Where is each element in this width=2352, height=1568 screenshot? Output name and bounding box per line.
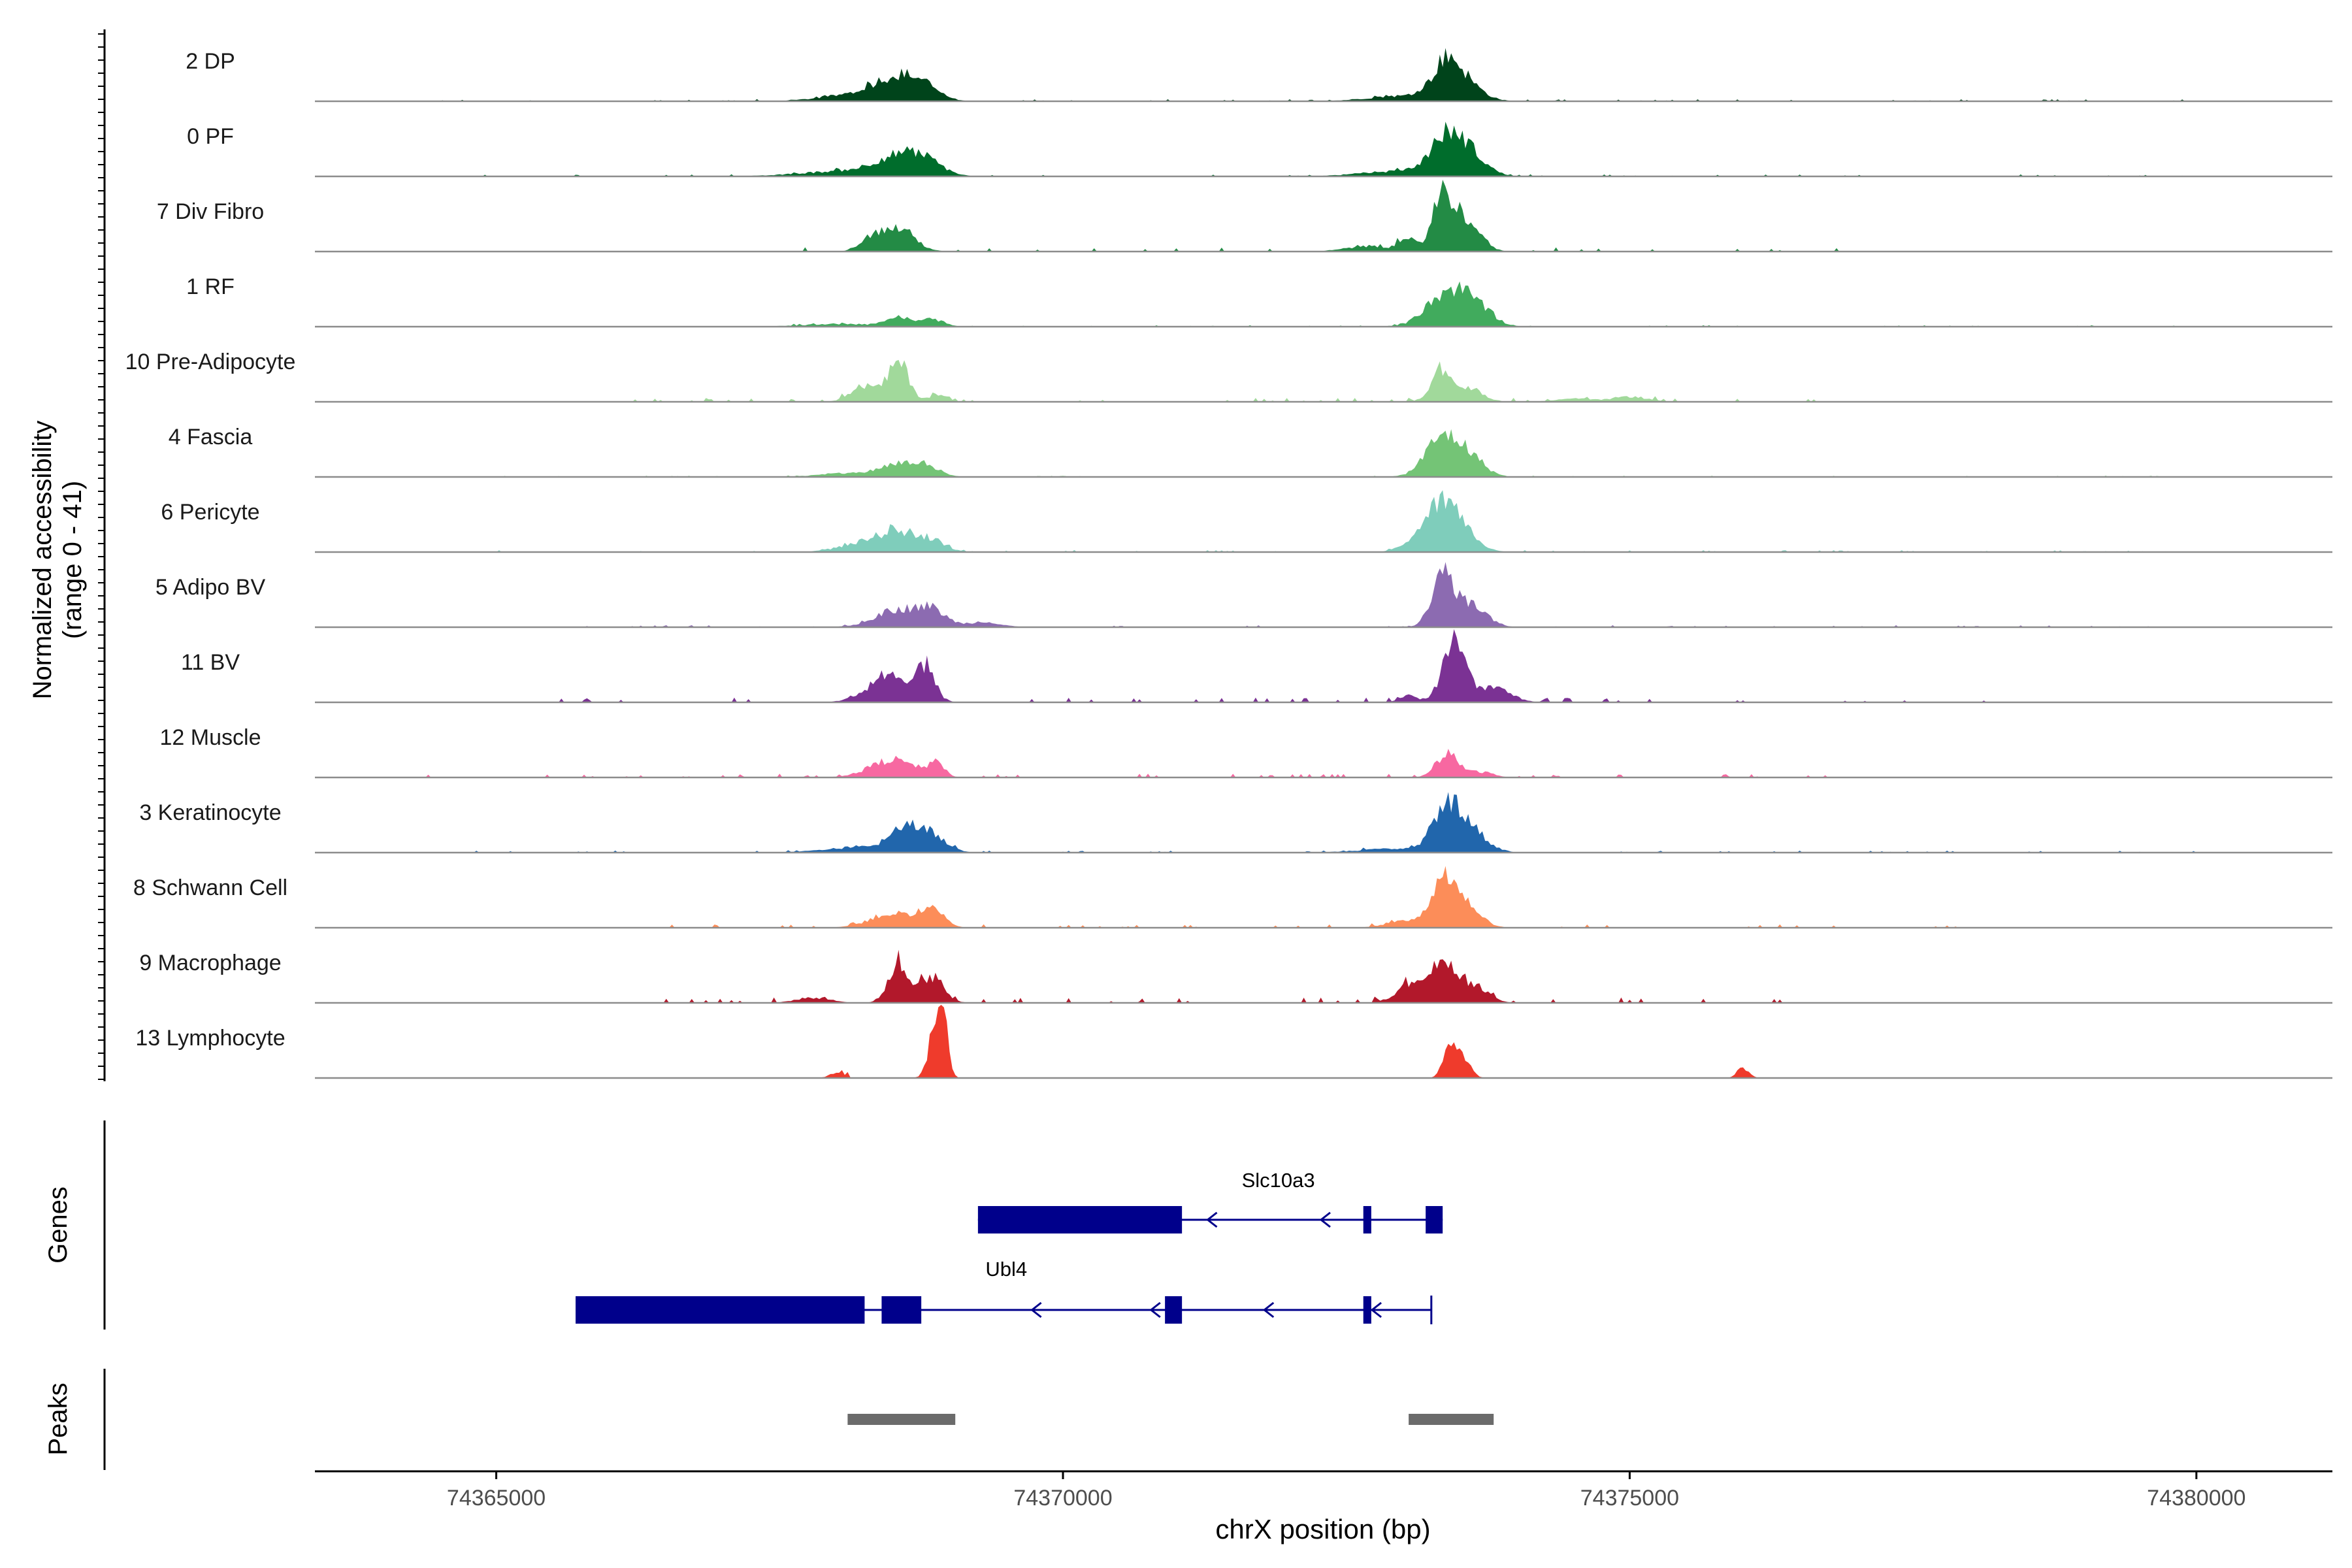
- genes-panel-title: Genes: [44, 1186, 73, 1264]
- coverage-tracks: 2 DP 0 PF 7 Div Fibro 1 RF 10 Pre-Adipocyte 4…: [125, 48, 2332, 1079]
- gene-exon: [1426, 1206, 1443, 1233]
- accessibility-axis-ticks: [98, 33, 105, 1080]
- coverage-area: [315, 1005, 2332, 1078]
- track-label: 8 Schwann Cell: [133, 875, 287, 900]
- track-label: 1 RF: [186, 274, 235, 299]
- coverage-area: [315, 490, 2332, 552]
- x-tick-label: 74365000: [447, 1486, 546, 1511]
- track-6-pericyte: 6 Pericyte: [161, 490, 2332, 553]
- coverage-area: [315, 949, 2332, 1003]
- strand-arrow: [1149, 1301, 1161, 1318]
- accessibility-axis: [98, 29, 106, 1081]
- track-label: 4 Fascia: [169, 425, 253, 449]
- gene-exon: [1165, 1296, 1183, 1324]
- track-2-dp: 2 DP: [186, 48, 2332, 103]
- track-5-adipo-bv: 5 Adipo BV: [155, 562, 2332, 629]
- gene-exon: [977, 1206, 1183, 1233]
- coverage-area: [315, 180, 2332, 252]
- track-10-pre-adipocyte: 10 Pre-Adipocyte: [125, 350, 2332, 403]
- x-tick-label: 74370000: [1013, 1486, 1112, 1511]
- x-axis-ticks: 74365000 74370000 74375000 74380000: [447, 1471, 2246, 1511]
- track-1-rf: 1 RF: [186, 274, 2332, 328]
- coverage-area: [315, 122, 2332, 176]
- track-7-div-fibro: 7 Div Fibro: [157, 180, 2332, 253]
- track-label: 13 Lymphocyte: [135, 1026, 285, 1051]
- track-3-keratinocyte: 3 Keratinocyte: [139, 792, 2332, 854]
- gene-exon: [1363, 1296, 1371, 1324]
- strand-arrow: [1206, 1211, 1218, 1228]
- peak-region-bar: [1409, 1414, 1494, 1425]
- track-label: 2 DP: [186, 49, 235, 74]
- track-label: 6 Pericyte: [161, 500, 259, 525]
- track-11-bv: 11 BV: [181, 629, 2332, 704]
- gene-annotation-panel: Slc10a3 Ubl4: [576, 1169, 1443, 1324]
- track-13-lymphocyte: 13 Lymphocyte: [135, 1005, 2332, 1079]
- strand-arrow: [1262, 1301, 1275, 1318]
- coverage-area: [315, 359, 2332, 402]
- track-0-pf: 0 PF: [187, 122, 2332, 178]
- track-label: 9 Macrophage: [139, 951, 281, 975]
- coverage-area: [315, 562, 2332, 627]
- track-label: 0 PF: [187, 124, 234, 149]
- y-axis-title-line1: Normalized accessibility: [28, 421, 57, 700]
- track-8-schwann-cell: 8 Schwann Cell: [133, 866, 2332, 929]
- track-label: 10 Pre-Adipocyte: [125, 350, 296, 374]
- track-label: 5 Adipo BV: [155, 575, 266, 600]
- x-tick-label: 74375000: [1580, 1486, 1679, 1511]
- peaks-panel-title: Peaks: [44, 1382, 73, 1455]
- gene-exon: [1363, 1206, 1371, 1233]
- track-label: 3 Keratinocyte: [139, 800, 281, 825]
- track-label: 7 Div Fibro: [157, 199, 264, 224]
- track-9-macrophage: 9 Macrophage: [139, 949, 2332, 1004]
- strand-arrow: [1030, 1301, 1042, 1318]
- gene-label: Slc10a3: [1242, 1169, 1315, 1192]
- track-label: 12 Muscle: [160, 725, 261, 750]
- gene-ubl4: Ubl4: [576, 1258, 1433, 1324]
- strand-arrow: [1319, 1211, 1331, 1228]
- peak-regions-panel: [847, 1414, 1494, 1425]
- track-label: 11 BV: [181, 650, 240, 675]
- coverage-area: [315, 48, 2332, 101]
- x-axis-title: chrX position (bp): [1215, 1514, 1430, 1544]
- coverage-area: [315, 429, 2332, 477]
- gene-label: Ubl4: [985, 1258, 1027, 1281]
- strand-arrow: [1370, 1301, 1382, 1318]
- coverage-area: [315, 629, 2332, 702]
- track-12-muscle: 12 Muscle: [160, 725, 2332, 779]
- gene-slc10a3: Slc10a3: [977, 1169, 1443, 1233]
- x-tick-label: 74380000: [2147, 1486, 2246, 1511]
- gene-exon: [881, 1296, 922, 1324]
- gene-exon: [576, 1296, 865, 1324]
- coverage-area: [315, 866, 2332, 928]
- peak-region-bar: [847, 1414, 956, 1425]
- y-axis-title-line2: (range 0 - 41): [58, 481, 87, 639]
- track-4-fascia: 4 Fascia: [169, 425, 2332, 478]
- coverage-area: [315, 749, 2332, 777]
- coverage-area: [315, 792, 2332, 853]
- coverage-area: [315, 281, 2332, 327]
